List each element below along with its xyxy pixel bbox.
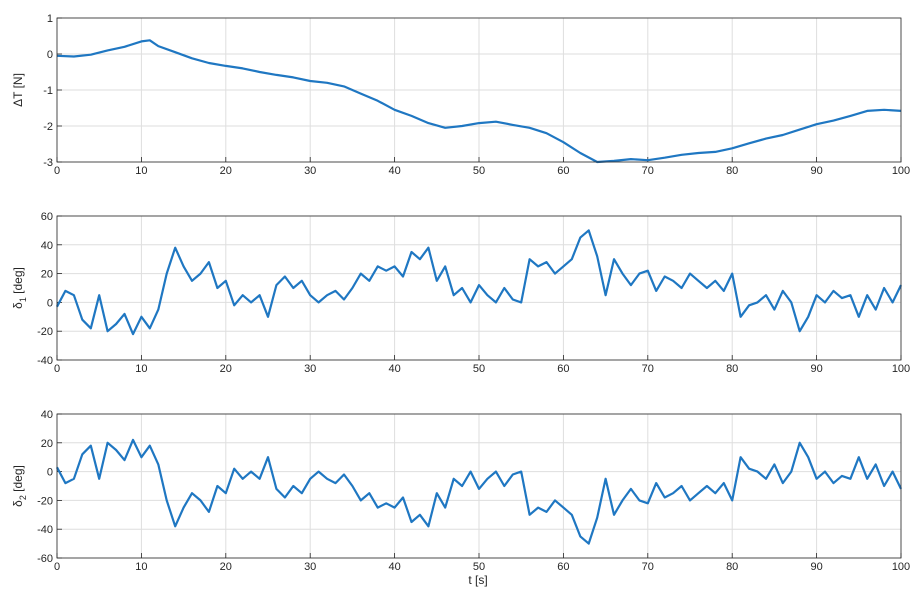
y-tick-label: -1 (43, 85, 53, 97)
y-tick-label: 40 (41, 409, 53, 421)
x-tick-label: 30 (304, 561, 316, 573)
axes-frame (56, 17, 902, 163)
x-tick-label: 100 (892, 561, 910, 573)
x-tick-label: 60 (557, 165, 569, 177)
y-tick-label: -40 (37, 355, 53, 367)
subplot-delta-t: 0 10 20 30 40 50 60 70 80 90 100 -3 -2 -1 0 1 ΔT [N] (11, 13, 910, 177)
x-axis-label: t [s] (468, 573, 487, 587)
x-tick-label: 70 (642, 165, 654, 177)
y-tick-label: 0 (47, 49, 53, 61)
y-tick-label: -3 (43, 157, 53, 169)
x-tick-label: 30 (304, 363, 316, 375)
y-axis-label: δ2 [deg] (11, 465, 28, 507)
subplot-delta-2: 0 10 20 30 40 50 60 70 80 90 100 -60 -40 -20 0 20 40 δ2 [… (11, 409, 910, 573)
x-tick-label: 100 (892, 165, 910, 177)
x-tick-label: 20 (220, 363, 232, 375)
y-axis-label: δ1 [deg] (11, 267, 28, 309)
y-axis-label: ΔT [N] (11, 73, 25, 107)
y-tick-label: 20 (41, 269, 53, 281)
x-tick-label: 40 (388, 561, 400, 573)
x-tick-label: 0 (54, 561, 60, 573)
x-tick-label: 90 (810, 363, 822, 375)
x-tick-label: 0 (54, 165, 60, 177)
series-line (56, 438, 902, 545)
x-tick-label: 40 (388, 165, 400, 177)
y-tick-label: -2 (43, 121, 53, 133)
y-tick-label: 0 (47, 467, 53, 479)
x-tick-label: 50 (473, 561, 485, 573)
x-tick-label: 80 (726, 165, 738, 177)
y-tick-label: 1 (47, 13, 53, 25)
x-tick-label: 20 (220, 165, 232, 177)
x-tick-label: 60 (557, 561, 569, 573)
subplot-delta-1: 0 10 20 30 40 50 60 70 80 90 100 -40 -20 0 20 40 60 δ1 [d… (11, 211, 910, 375)
x-tick-label: 20 (220, 561, 232, 573)
y-tick-label: -60 (37, 553, 53, 565)
series-line (56, 229, 902, 336)
y-tick-label: -40 (37, 524, 53, 536)
x-tick-label: 70 (642, 363, 654, 375)
x-tick-label: 60 (557, 363, 569, 375)
x-tick-label: 50 (473, 165, 485, 177)
x-tick-label: 40 (388, 363, 400, 375)
x-tick-label: 10 (135, 165, 147, 177)
x-tick-label: 80 (726, 561, 738, 573)
y-tick-label: 40 (41, 240, 53, 252)
x-tick-label: 50 (473, 363, 485, 375)
x-tick-label: 90 (810, 561, 822, 573)
y-tick-label: 20 (41, 438, 53, 450)
x-tick-label: 80 (726, 363, 738, 375)
x-tick-label: 0 (54, 363, 60, 375)
y-tick-label: 60 (41, 211, 53, 223)
y-tick-label: -20 (37, 495, 53, 507)
x-tick-label: 90 (810, 165, 822, 177)
x-tick-label: 100 (892, 363, 910, 375)
x-tick-label: 10 (135, 363, 147, 375)
y-tick-label: -20 (37, 326, 53, 338)
y-tick-label: 0 (47, 297, 53, 309)
x-tick-label: 70 (642, 561, 654, 573)
axes-frame (56, 413, 902, 559)
axes-frame (56, 215, 902, 361)
x-tick-label: 10 (135, 561, 147, 573)
x-tick-label: 30 (304, 165, 316, 177)
series-line (56, 39, 902, 164)
